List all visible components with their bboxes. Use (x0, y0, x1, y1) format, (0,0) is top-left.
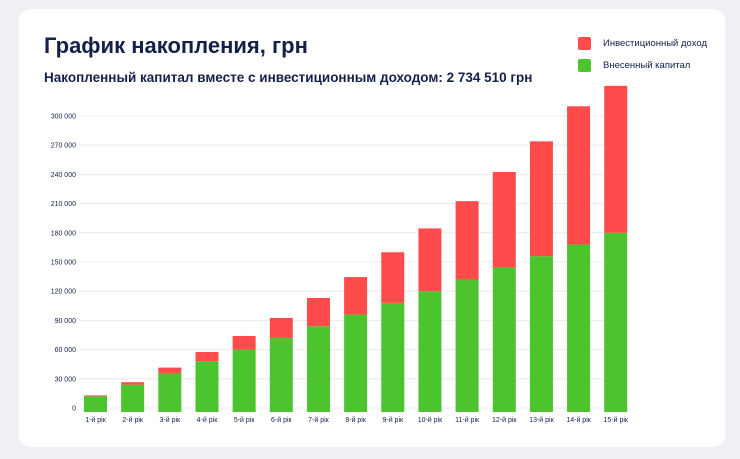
bar-capital (492, 267, 516, 412)
legend-label-capital: Внесенный капитал (603, 59, 691, 71)
bar-capital (418, 291, 442, 412)
y-tick-label: 150 000 (51, 260, 76, 267)
bar-capital (121, 384, 145, 412)
bar-income (529, 141, 553, 257)
bar-capital (455, 279, 479, 412)
bar-capital (195, 361, 219, 412)
x-tick-label: 5-й рік (234, 416, 256, 424)
y-tick-label: 240 000 (51, 172, 76, 179)
bar-income (306, 298, 330, 327)
x-tick-label: 12-й рік (492, 416, 517, 424)
bar-capital (344, 314, 368, 412)
legend-item-capital: Внесенный капитал (578, 56, 707, 74)
chart-legend: Инвестиционный доход Внесенный капитал (578, 34, 707, 78)
bar-income (492, 171, 516, 268)
bar-income (567, 106, 591, 245)
y-tick-label: 30 000 (55, 376, 77, 383)
x-tick-label: 7-й рік (308, 416, 330, 424)
page-title: График накопления, грн (44, 33, 308, 58)
legend-label-income: Инвестиционный доход (603, 37, 707, 49)
bar-income (418, 228, 442, 292)
bar-income (455, 201, 479, 280)
bar-capital (529, 256, 553, 412)
bar-income (121, 382, 145, 385)
y-tick-label: 300 000 (51, 114, 76, 121)
x-tick-label: 14-й рік (566, 416, 591, 424)
bar-capital (604, 232, 628, 412)
bar-capital (306, 326, 330, 412)
bar-income (604, 85, 628, 233)
bar-income (381, 252, 405, 303)
bar-income (84, 395, 107, 397)
bar-capital (269, 337, 293, 412)
x-tick-label: 6-й рік (271, 416, 293, 424)
x-tick-label: 8-й рік (345, 416, 367, 424)
y-tick-label: 210 000 (51, 201, 76, 208)
bar-capital (158, 372, 182, 412)
y-tick-label: 0 (72, 406, 76, 413)
x-tick-label: 9-й рік (382, 416, 404, 424)
x-tick-label: 15-й рік (603, 416, 628, 424)
y-tick-label: 270 000 (51, 143, 76, 150)
y-tick-label: 180 000 (51, 230, 76, 237)
chart-subtitle: Накопленный капитал вместе с инвестицион… (44, 70, 533, 85)
x-tick-label: 10-й рік (418, 416, 443, 424)
legend-swatch-income (578, 36, 591, 50)
bar-income (195, 352, 219, 362)
x-tick-label: 2-й рік (122, 416, 144, 424)
y-tick-label: 60 000 (55, 347, 77, 354)
x-tick-label: 1-й рік (85, 416, 107, 424)
bar-capital (381, 302, 405, 412)
bar-income (269, 317, 293, 338)
x-tick-label: 13-й рік (529, 416, 554, 424)
bar-capital (232, 349, 256, 412)
bar-income (344, 277, 368, 315)
legend-item-income: Инвестиционный доход (578, 34, 707, 52)
x-tick-label: 4-й рік (197, 416, 219, 424)
y-tick-label: 90 000 (55, 318, 77, 325)
bar-income (232, 335, 256, 350)
y-tick-label: 120 000 (51, 289, 76, 296)
bar-capital (84, 396, 107, 412)
legend-swatch-capital (578, 58, 591, 72)
bar-capital (567, 244, 591, 412)
bar-income (158, 367, 182, 373)
x-tick-label: 3-й рік (160, 416, 182, 424)
x-tick-label: 11-й рік (455, 416, 480, 424)
